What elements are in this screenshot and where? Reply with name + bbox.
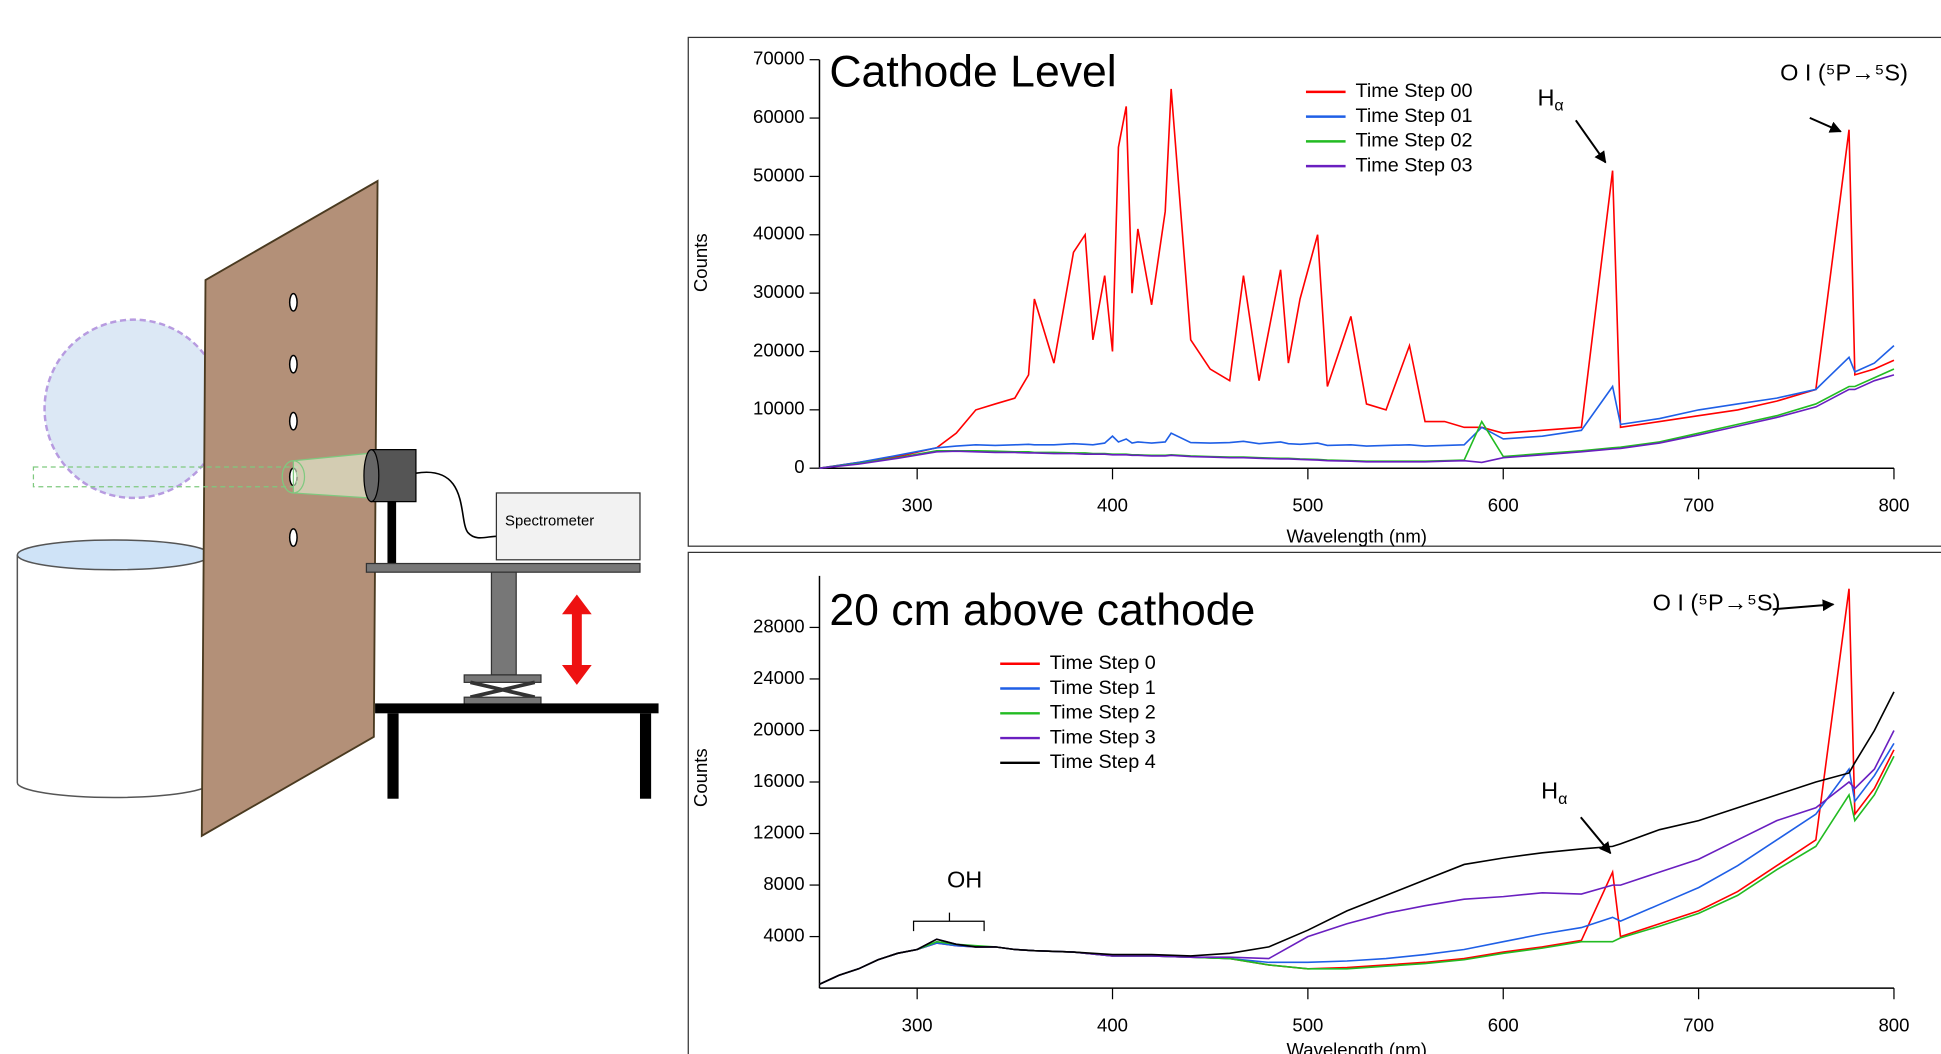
- x-tick-label: 800: [1878, 494, 1909, 515]
- column: [490, 571, 517, 676]
- table-top: [375, 703, 659, 714]
- y-tick-label: 10000: [753, 398, 805, 419]
- x-tick-label: 300: [902, 494, 933, 515]
- spectrum-line: [819, 588, 1895, 986]
- chart: 0 10000 20000 30000 40000 50000 60000 70000 300 4…: [690, 47, 1910, 546]
- annotation: Hα: [1541, 778, 1567, 808]
- spectrometer-label: Spectrometer: [505, 513, 594, 529]
- spectrum-line: [819, 691, 1895, 986]
- fiber: [415, 471, 502, 539]
- panel-frame: [687, 551, 1941, 1054]
- spectrum-line: [819, 755, 1895, 986]
- annotation-text: H: [1541, 778, 1558, 804]
- y-tick-label: 50000: [753, 164, 805, 185]
- height-arrow: [561, 594, 592, 685]
- annotation-subscript: α: [1554, 97, 1563, 115]
- view-spot: [281, 460, 306, 494]
- x-tick-label: 400: [1097, 494, 1128, 515]
- x-tick-label: 700: [1683, 494, 1714, 515]
- y-tick-label: 20000: [753, 339, 805, 360]
- table-leg: [387, 713, 399, 799]
- tank-top: [16, 539, 212, 571]
- jack-scissor: [469, 680, 536, 700]
- panel-frame: [687, 36, 1941, 547]
- y-tick-label: 16000: [753, 770, 805, 791]
- annotation-text: O I (⁵P→⁵S): [1780, 60, 1908, 86]
- y-tick-label: 40000: [753, 223, 805, 244]
- legend-label: Time Step 3: [1050, 726, 1156, 748]
- annotation-subscript: α: [1558, 790, 1567, 808]
- annotation: OH: [947, 867, 982, 893]
- tank: [16, 554, 212, 799]
- legend-label: Time Step 0: [1050, 652, 1156, 674]
- shelf: [365, 562, 641, 573]
- y-tick-label: 28000: [753, 615, 805, 636]
- x-axis-label: Wavelength (nm): [1286, 525, 1427, 546]
- x-tick-label: 300: [902, 1014, 933, 1035]
- legend-label: Time Step 1: [1050, 677, 1156, 699]
- spectrum-line: [819, 368, 1895, 469]
- chart-title: Cathode Level: [829, 47, 1116, 96]
- x-tick-label: 500: [1292, 494, 1323, 515]
- annotation: O I (⁵P→⁵S): [1653, 590, 1781, 616]
- y-tick-label: 30000: [753, 281, 805, 302]
- legend-label: Time Step 00: [1355, 80, 1472, 102]
- legend-label: Time Step 01: [1355, 105, 1472, 127]
- legend-label: Time Step 02: [1355, 130, 1472, 152]
- spectrum-line: [819, 88, 1895, 469]
- y-tick-label: 8000: [763, 873, 804, 894]
- table-leg: [639, 713, 652, 799]
- y-tick-label: 0: [794, 456, 804, 477]
- post: [387, 501, 397, 564]
- y-tick-label: 60000: [753, 106, 805, 127]
- x-tick-label: 400: [1097, 1014, 1128, 1035]
- legend-label: Time Step 4: [1050, 751, 1156, 773]
- x-tick-label: 600: [1488, 1014, 1519, 1035]
- collector-lens: [363, 449, 380, 503]
- schematic: Spectrometer: [16, 179, 659, 838]
- legend-label: Time Step 03: [1355, 154, 1472, 176]
- board: [200, 179, 379, 838]
- x-tick-label: 700: [1683, 1014, 1714, 1035]
- y-axis-label: Counts: [690, 748, 711, 807]
- y-tick-label: 4000: [763, 924, 804, 945]
- jack-top: [463, 674, 542, 683]
- y-tick-label: 24000: [753, 667, 805, 688]
- annotation-text: OH: [947, 867, 982, 893]
- chart-title: 20 cm above cathode: [829, 586, 1255, 635]
- x-axis-label: Wavelength (nm): [1286, 1039, 1427, 1054]
- spectrometer: [495, 492, 641, 561]
- annotation: O I (⁵P→⁵S): [1780, 60, 1908, 86]
- annotation: Hα: [1537, 85, 1563, 115]
- y-axis-label: Counts: [690, 233, 711, 292]
- legend-label: Time Step 2: [1050, 702, 1156, 724]
- spectrum-line: [819, 374, 1895, 470]
- spectrum-line: [819, 345, 1895, 469]
- annotation-text: H: [1537, 85, 1554, 111]
- x-tick-label: 500: [1292, 1014, 1323, 1035]
- plasma-cloud: [43, 318, 225, 500]
- x-tick-label: 600: [1488, 494, 1519, 515]
- annotation-text: O I (⁵P→⁵S): [1653, 590, 1781, 616]
- x-tick-label: 800: [1878, 1014, 1909, 1035]
- y-tick-label: 20000: [753, 718, 805, 739]
- y-tick-label: 70000: [753, 48, 805, 69]
- spectrum-line: [819, 742, 1895, 986]
- chart: 4000 8000 12000 16000 20000 24000 28000 300 400 5…: [690, 575, 1909, 1054]
- y-tick-label: 12000: [753, 821, 805, 842]
